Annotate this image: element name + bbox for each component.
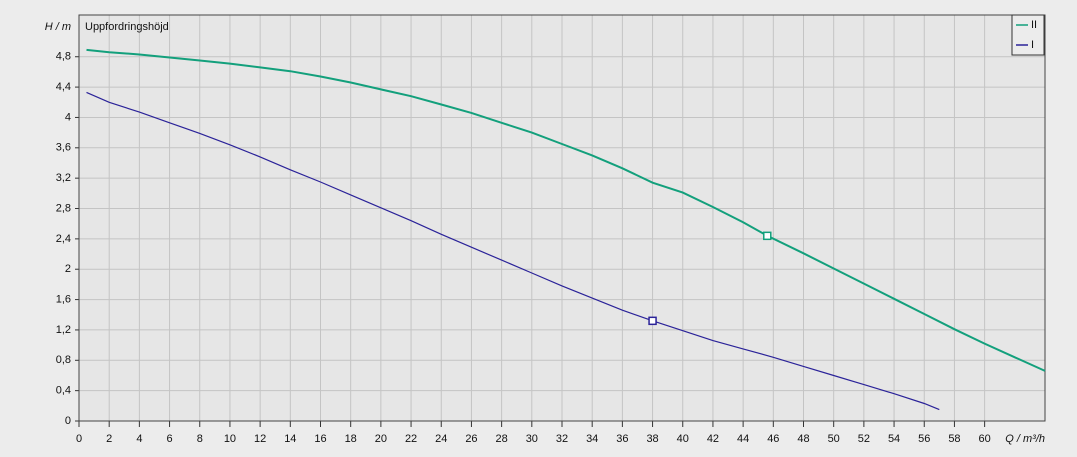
y-tick-label: 4,8 <box>56 51 71 63</box>
x-tick-label: 48 <box>797 433 809 445</box>
x-tick-label: 16 <box>314 433 326 445</box>
x-tick-label: 58 <box>948 433 960 445</box>
y-tick-label: 4 <box>65 111 71 123</box>
series-line <box>86 48 1046 372</box>
x-tick-label: 34 <box>586 433 598 445</box>
operating-point <box>648 316 657 326</box>
x-tick-label: 36 <box>616 433 628 445</box>
y-tick-label: 1,6 <box>56 293 71 305</box>
x-tick-label: 2 <box>106 433 112 445</box>
y-tick-label: 0,4 <box>56 385 71 397</box>
legend-label: II <box>1031 19 1037 31</box>
x-tick-label: 10 <box>224 433 236 445</box>
x-tick-label: 8 <box>197 433 203 445</box>
x-tick-label: 22 <box>405 433 417 445</box>
x-tick-label: 28 <box>496 433 508 445</box>
x-tick-label: 54 <box>888 433 900 445</box>
x-tick-label: 14 <box>284 433 296 445</box>
x-tick-label: 32 <box>556 433 568 445</box>
x-tick-label: 6 <box>167 433 173 445</box>
plot-border <box>78 14 1046 422</box>
x-tick-label: 20 <box>375 433 387 445</box>
x-tick-label: 40 <box>677 433 689 445</box>
x-tick-label: 12 <box>254 433 266 445</box>
operating-point <box>763 231 772 241</box>
x-tick-label: 50 <box>828 433 840 445</box>
legend-box <box>1011 14 1045 56</box>
x-tick-label: 60 <box>979 433 991 445</box>
x-tick-label: 44 <box>737 433 749 445</box>
x-tick-label: 38 <box>646 433 658 445</box>
y-tick-label: 4,4 <box>56 81 71 93</box>
x-tick-label: 42 <box>707 433 719 445</box>
y-tick-label: 2 <box>65 263 71 275</box>
legend-label: I <box>1031 39 1034 51</box>
x-tick-label: 56 <box>918 433 930 445</box>
x-axis-label: Q / m³/h <box>1005 433 1045 445</box>
y-tick-label: 0 <box>65 415 71 427</box>
series-line <box>86 91 940 411</box>
x-tick-label: 30 <box>526 433 538 445</box>
y-tick-label: 3,2 <box>56 172 71 184</box>
y-axis-label: H / m <box>45 21 71 33</box>
y-tick-label: 3,6 <box>56 142 71 154</box>
x-tick-label: 0 <box>76 433 82 445</box>
x-tick-label: 18 <box>345 433 357 445</box>
y-tick-label: 2,4 <box>56 233 71 245</box>
x-tick-label: 24 <box>435 433 447 445</box>
y-tick-label: 2,8 <box>56 202 71 214</box>
y-tick-label: 1,2 <box>56 324 71 336</box>
x-tick-label: 52 <box>858 433 870 445</box>
x-tick-label: 4 <box>136 433 142 445</box>
y-tick-label: 0,8 <box>56 354 71 366</box>
x-tick-label: 26 <box>465 433 477 445</box>
x-tick-label: 46 <box>767 433 779 445</box>
chart-title: Uppfordringshöjd <box>85 21 169 33</box>
